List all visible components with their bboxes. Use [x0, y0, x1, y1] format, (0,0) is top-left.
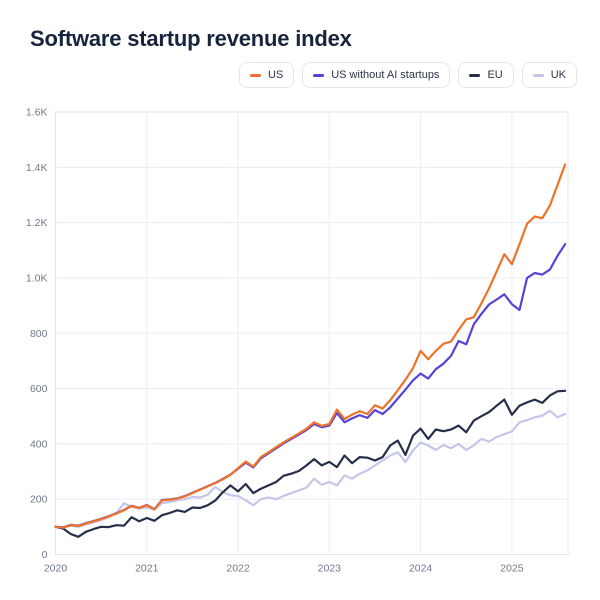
series-line-us	[54, 163, 567, 529]
legend-item-uk[interactable]: UK	[521, 62, 577, 88]
series-line-eu	[54, 389, 567, 538]
x-axis-tick: 2025	[500, 563, 524, 575]
y-axis-tick: 0	[42, 549, 48, 561]
legend-label-eu: EU	[487, 69, 503, 81]
y-axis-tick: 1.2K	[26, 217, 48, 229]
legend-label-us-without-ai: US without AI startups	[331, 69, 440, 81]
y-axis-tick: 200	[30, 494, 48, 506]
x-axis-tick: 2020	[44, 563, 68, 575]
legend-label-us: US	[267, 69, 284, 81]
x-axis-tick: 2024	[409, 563, 433, 575]
y-axis-tick: 1.4K	[26, 162, 48, 174]
legend-item-us[interactable]: US	[238, 62, 295, 88]
eu-series-swatch-icon	[469, 73, 481, 77]
chart-legend: US US without AI startups EU UK	[238, 62, 577, 88]
legend-label-uk: UK	[550, 69, 566, 81]
y-axis-tick: 1.0K	[26, 272, 48, 284]
y-axis-tick: 400	[30, 438, 48, 450]
page-title: Software startup revenue index	[30, 26, 352, 51]
legend-item-us-without-ai[interactable]: US without AI startups	[302, 62, 451, 88]
x-axis-tick: 2022	[226, 563, 250, 575]
y-axis-tick: 600	[30, 383, 48, 395]
x-axis-tick: 2021	[135, 563, 159, 575]
uk-series-swatch-icon	[532, 73, 544, 77]
us-series-swatch-icon	[249, 73, 261, 77]
y-axis-tick: 1.6K	[26, 107, 48, 119]
legend-item-eu[interactable]: EU	[458, 62, 514, 88]
x-axis-tick: 2023	[318, 563, 342, 575]
y-axis-tick: 800	[30, 328, 48, 340]
us-without-ai-series-swatch-icon	[313, 73, 325, 77]
